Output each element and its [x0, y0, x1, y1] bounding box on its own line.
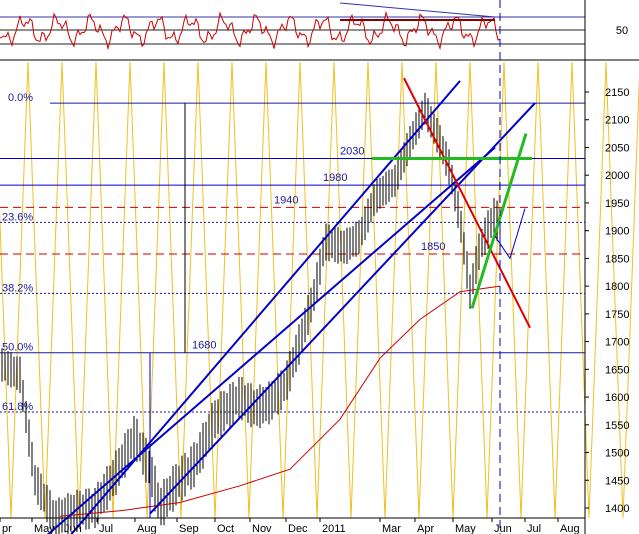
x-tick-label: Oct [217, 523, 234, 534]
price-level-label: 1850 [421, 241, 445, 253]
x-tick-label: Nov [252, 523, 272, 534]
x-tick-label: Jun [494, 523, 512, 534]
x-tick-label: Sep [179, 523, 199, 534]
price-level-label: 1980 [323, 172, 347, 184]
y-tick-label: 1450 [605, 475, 629, 487]
x-tick-label: Dec [288, 523, 308, 534]
cycle-line [571, 61, 607, 519]
y-tick-label: 1700 [605, 337, 629, 349]
y-tick-label: 1750 [605, 309, 629, 321]
y-tick-label: 1650 [605, 364, 629, 376]
y-tick-label: 1550 [605, 420, 629, 432]
oscillator-tick: 50 [616, 25, 628, 37]
x-tick-label: May [455, 523, 476, 534]
fib-level-label: 0.0% [8, 92, 33, 104]
x-tick-label: Aug [137, 523, 157, 534]
y-tick-label: 1900 [605, 226, 629, 238]
price-level-label: 1680 [192, 340, 216, 352]
x-tick-label: Jul [527, 523, 541, 534]
y-tick-label: 2000 [605, 170, 629, 182]
x-tick-label: pr [2, 523, 12, 534]
x-tick-label: Mar [382, 523, 401, 534]
fib-level-label: 23.6% [2, 211, 33, 223]
y-tick-label: 1850 [605, 253, 629, 265]
fib-level-label: 61.8% [2, 401, 33, 413]
price-level-label: 2030 [340, 146, 364, 158]
y-tick-label: 2050 [605, 142, 629, 154]
oscillator-line [0, 10, 501, 51]
x-tick-label: Aug [560, 523, 580, 534]
cycle-line [605, 61, 639, 519]
x-tick-label: 2011 [322, 523, 346, 534]
x-tick-label: May [34, 523, 55, 534]
uptrend-line [470, 133, 528, 309]
y-tick-label: 1950 [605, 198, 629, 210]
channel-line [46, 146, 496, 534]
price-level-label: 1940 [274, 194, 298, 206]
fib-level-label: 50.0% [2, 342, 33, 354]
fib-level-label: 38.2% [2, 282, 33, 294]
x-tick-label: Jun [64, 523, 82, 534]
x-tick-label: Jul [99, 523, 113, 534]
y-tick-label: 1400 [605, 503, 629, 515]
y-tick-label: 2100 [605, 115, 629, 127]
y-tick-label: 1600 [605, 392, 629, 404]
y-tick-label: 1800 [605, 281, 629, 293]
y-tick-label: 2150 [605, 87, 629, 99]
y-tick-label: 1500 [605, 448, 629, 460]
projection-path [494, 208, 526, 260]
oscillator-trendline [339, 2, 496, 18]
channel-line [149, 102, 536, 515]
x-tick-label: Apr [417, 523, 434, 534]
downtrend-line [403, 77, 531, 329]
